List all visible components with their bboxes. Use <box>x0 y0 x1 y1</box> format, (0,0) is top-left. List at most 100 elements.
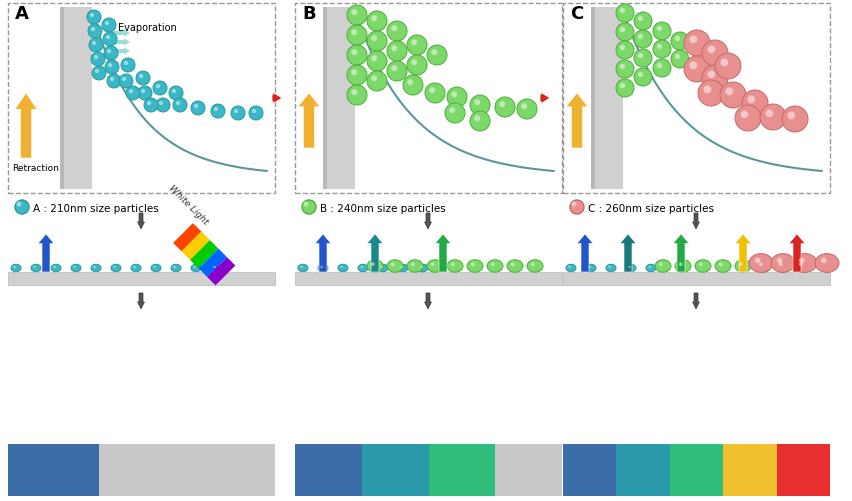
Bar <box>323 7 355 189</box>
Circle shape <box>755 258 761 263</box>
Circle shape <box>412 59 417 65</box>
FancyArrow shape <box>315 234 331 272</box>
Circle shape <box>684 30 710 56</box>
Circle shape <box>704 86 711 93</box>
Text: Evaporation: Evaporation <box>118 23 176 33</box>
Circle shape <box>105 21 109 25</box>
Ellipse shape <box>91 264 101 272</box>
Circle shape <box>765 109 774 117</box>
Circle shape <box>720 82 746 108</box>
Ellipse shape <box>755 260 771 272</box>
Circle shape <box>301 266 302 268</box>
Circle shape <box>779 263 783 266</box>
Circle shape <box>136 71 150 85</box>
Ellipse shape <box>735 260 751 272</box>
Circle shape <box>107 74 121 88</box>
Circle shape <box>616 23 634 41</box>
Text: B : 240nm size particles: B : 240nm size particles <box>320 203 446 213</box>
Bar <box>60 7 64 189</box>
Circle shape <box>91 52 105 66</box>
Polygon shape <box>693 293 699 309</box>
Bar <box>563 3 830 193</box>
Circle shape <box>684 56 710 82</box>
Circle shape <box>616 41 634 59</box>
Bar <box>295 444 362 496</box>
Circle shape <box>572 201 577 206</box>
Circle shape <box>367 31 387 51</box>
Circle shape <box>105 60 119 74</box>
Circle shape <box>320 266 323 268</box>
FancyArrow shape <box>620 234 636 272</box>
Bar <box>429 444 495 496</box>
Ellipse shape <box>566 264 576 272</box>
Circle shape <box>735 105 761 131</box>
Ellipse shape <box>427 260 443 272</box>
Bar <box>323 7 327 189</box>
Circle shape <box>147 101 151 105</box>
Circle shape <box>671 50 689 68</box>
Polygon shape <box>137 213 145 229</box>
Ellipse shape <box>507 260 523 272</box>
Circle shape <box>721 59 728 66</box>
Ellipse shape <box>358 264 368 272</box>
Circle shape <box>33 266 36 268</box>
Circle shape <box>452 91 458 97</box>
Ellipse shape <box>795 260 811 272</box>
Circle shape <box>122 77 126 81</box>
Circle shape <box>616 4 634 22</box>
Polygon shape <box>272 93 282 104</box>
Circle shape <box>531 263 535 266</box>
Circle shape <box>689 62 697 69</box>
Circle shape <box>634 49 652 67</box>
Circle shape <box>659 263 663 266</box>
Circle shape <box>90 13 94 17</box>
Circle shape <box>129 89 133 93</box>
Polygon shape <box>137 293 145 309</box>
Ellipse shape <box>606 264 616 272</box>
Circle shape <box>619 83 625 88</box>
Circle shape <box>351 69 357 75</box>
Ellipse shape <box>378 264 388 272</box>
Circle shape <box>657 26 662 31</box>
Text: C: C <box>570 5 584 23</box>
Circle shape <box>14 266 15 268</box>
Circle shape <box>719 263 722 266</box>
Ellipse shape <box>715 260 731 272</box>
Ellipse shape <box>298 264 308 272</box>
FancyArrow shape <box>367 234 383 272</box>
Circle shape <box>689 36 697 43</box>
Circle shape <box>568 266 571 268</box>
Circle shape <box>121 58 135 72</box>
FancyArrow shape <box>108 48 130 55</box>
Circle shape <box>425 83 445 103</box>
Circle shape <box>347 25 367 45</box>
Ellipse shape <box>11 264 21 272</box>
FancyArrow shape <box>789 234 805 272</box>
Circle shape <box>657 63 662 68</box>
Ellipse shape <box>646 264 656 272</box>
Circle shape <box>191 101 205 115</box>
Ellipse shape <box>367 260 383 272</box>
Circle shape <box>194 104 199 108</box>
Circle shape <box>156 98 170 112</box>
Circle shape <box>156 84 160 88</box>
Circle shape <box>391 65 397 71</box>
Circle shape <box>702 40 728 66</box>
Circle shape <box>134 266 135 268</box>
Circle shape <box>89 38 103 52</box>
Ellipse shape <box>407 260 423 272</box>
Circle shape <box>715 53 741 79</box>
Circle shape <box>234 109 239 113</box>
Circle shape <box>15 200 29 214</box>
Circle shape <box>107 49 111 53</box>
Circle shape <box>252 109 256 113</box>
Circle shape <box>747 96 755 103</box>
Polygon shape <box>540 93 550 104</box>
Circle shape <box>341 266 343 268</box>
Circle shape <box>412 39 417 45</box>
Circle shape <box>445 103 465 123</box>
Circle shape <box>391 263 394 266</box>
Circle shape <box>153 266 156 268</box>
Circle shape <box>499 101 505 107</box>
Ellipse shape <box>51 264 61 272</box>
